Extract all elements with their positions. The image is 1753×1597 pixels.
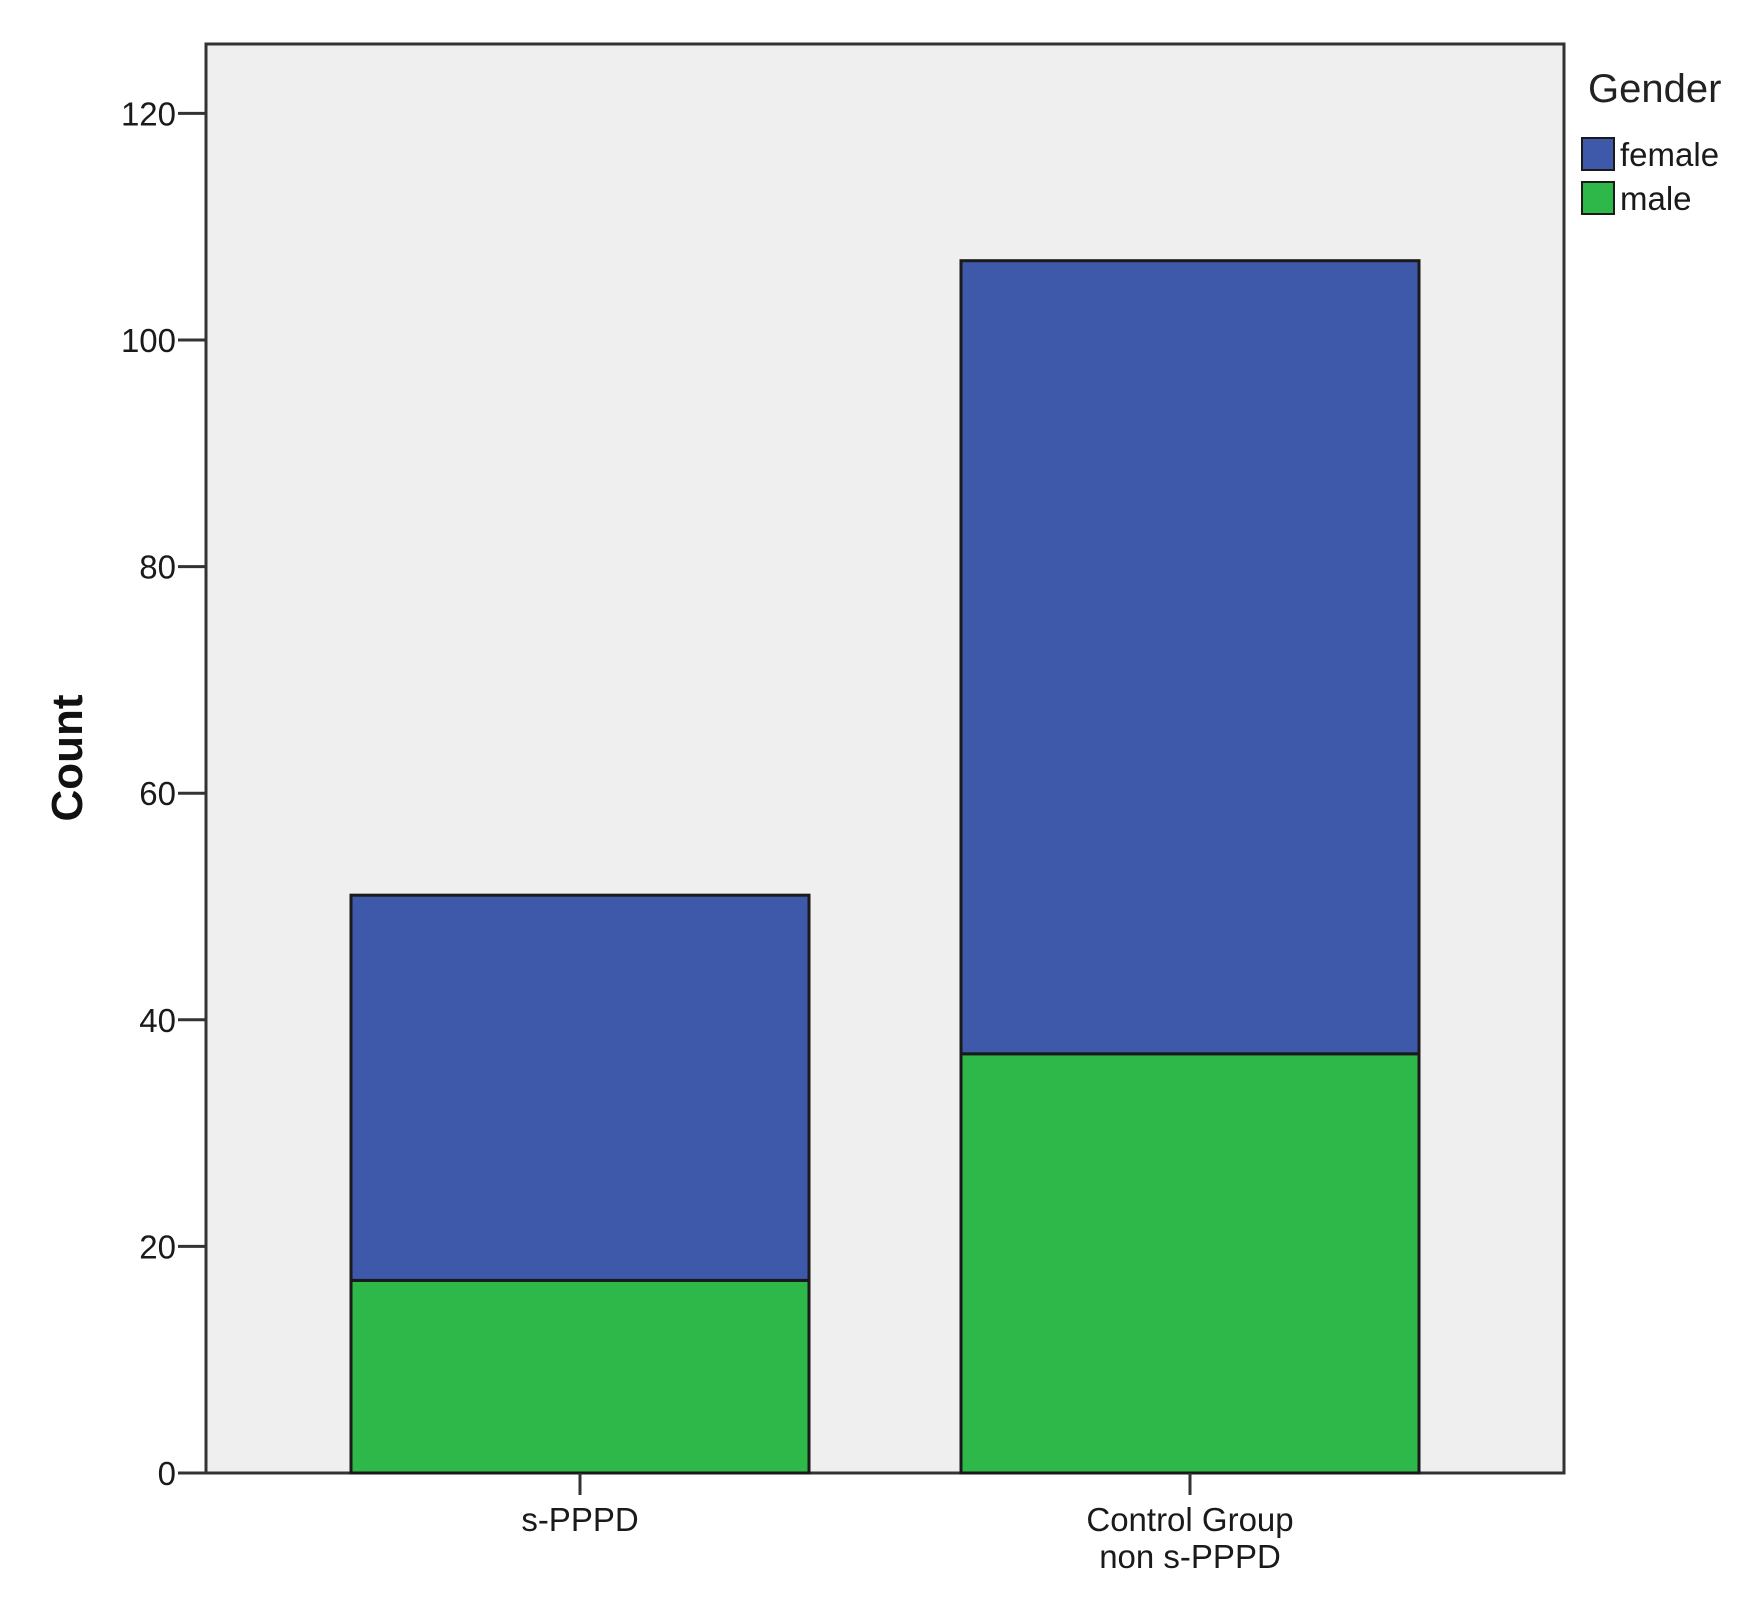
legend-label-female: female (1620, 136, 1719, 173)
x-tick-label: non s-PPPD (1099, 1538, 1281, 1575)
y-tick-label: 40 (139, 1002, 176, 1039)
y-tick-label: 100 (121, 322, 176, 359)
bar-female-0 (349, 893, 811, 1282)
bars (349, 259, 1421, 1475)
legend-label-male: male (1620, 180, 1692, 217)
legend-title: Gender (1588, 67, 1721, 111)
y-tick-label: 120 (121, 95, 176, 132)
bar-male-1 (959, 1052, 1421, 1475)
bar-female-1 (959, 259, 1421, 1056)
y-tick-label: 20 (139, 1228, 176, 1265)
legend-swatch-male (1581, 181, 1615, 215)
x-tick-label: Control Group (1086, 1501, 1293, 1538)
bar-male-0 (349, 1278, 811, 1475)
y-axis: 0 20 40 60 80 100 120 (121, 95, 206, 1492)
y-axis-title: Count (43, 694, 92, 821)
legend-swatch-female (1581, 137, 1615, 171)
y-tick-label: 60 (139, 775, 176, 812)
x-tick-label: s-PPPD (521, 1501, 638, 1538)
legend: Gender female male (1581, 67, 1721, 217)
y-tick-label: 80 (139, 549, 176, 586)
y-tick-label: 0 (158, 1455, 176, 1492)
